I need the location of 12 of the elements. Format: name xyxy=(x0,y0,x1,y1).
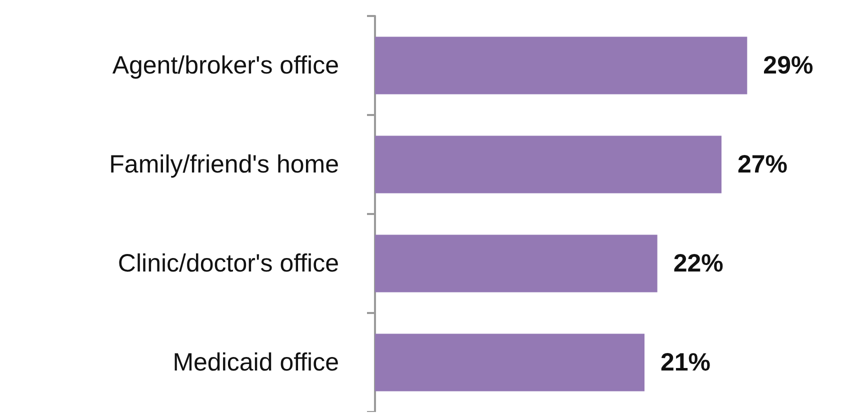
data-label: 27% xyxy=(738,150,788,178)
y-tick-label: Medicaid office xyxy=(172,348,339,376)
bar xyxy=(375,136,722,194)
data-label: 22% xyxy=(673,250,724,278)
y-tick-label: Agent/broker's office xyxy=(112,52,339,80)
bar xyxy=(375,234,658,292)
bar xyxy=(375,36,748,94)
bar xyxy=(375,334,644,392)
y-tick-label: Clinic/doctor's office xyxy=(118,250,339,278)
data-label: 21% xyxy=(660,348,711,376)
data-label: 29% xyxy=(763,52,814,80)
y-tick-label: Family/friend's home xyxy=(109,150,339,178)
